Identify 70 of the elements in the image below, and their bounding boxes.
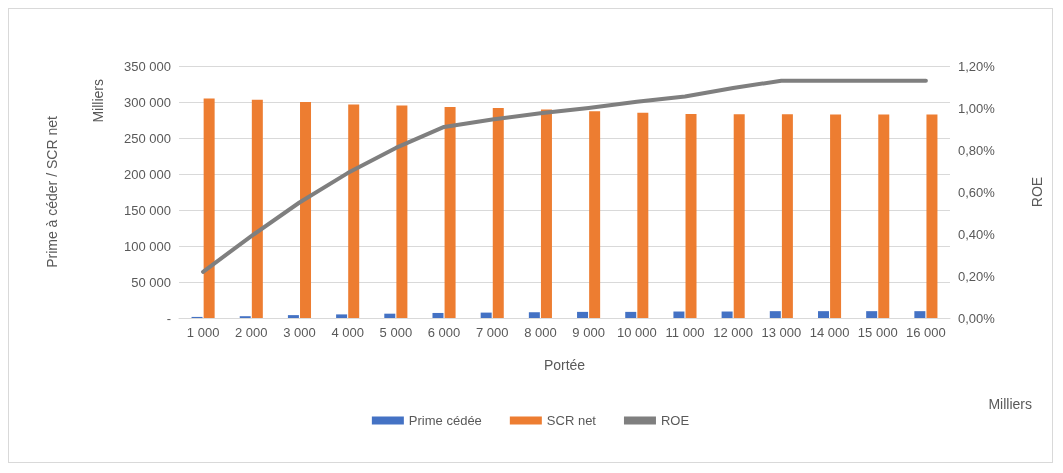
bar <box>878 114 890 318</box>
text: Milliers <box>988 396 1033 412</box>
y-tick-label: 350 000 <box>124 58 171 74</box>
bar <box>300 102 312 318</box>
line-series <box>201 78 928 274</box>
legend-label: ROE <box>660 413 690 428</box>
y2-tick-label: 1,20% <box>958 58 996 74</box>
bar <box>625 311 637 318</box>
x-axis-title: Portée <box>543 357 586 373</box>
x-tick-label: 10 000 <box>616 325 657 340</box>
bar <box>528 312 540 318</box>
y-tick-label: 200 000 <box>124 166 171 182</box>
x-tick-label: 6 000 <box>427 325 461 340</box>
x-tick-label: 1 000 <box>186 325 220 340</box>
bar <box>914 311 926 318</box>
bar <box>396 105 408 318</box>
x-tick-label: 14 000 <box>809 325 850 340</box>
x-tick-label: 4 000 <box>331 325 364 340</box>
x-tick-label: 7 000 <box>475 325 509 340</box>
legend-label: Prime cédée <box>408 413 482 428</box>
bar <box>203 98 215 318</box>
bar <box>251 99 263 318</box>
bar <box>384 313 396 318</box>
bar <box>637 112 649 318</box>
x-tick-label: 9 000 <box>572 325 605 340</box>
y2-tick-label: 0,20% <box>958 268 996 284</box>
y2-tick-label: 0,40% <box>958 226 996 242</box>
y-tick-label: 100 000 <box>124 238 171 254</box>
x-tick-label: 8 000 <box>524 325 557 340</box>
bar <box>480 312 492 318</box>
x-tick-label: 16 000 <box>906 325 946 340</box>
y-tick-label: 300 000 <box>124 94 171 110</box>
x-tick-label: 3 000 <box>283 325 316 340</box>
x-tick-label: 13 000 <box>761 325 802 340</box>
bar <box>866 311 878 318</box>
bar <box>540 109 552 318</box>
bar <box>287 315 299 318</box>
bar <box>926 114 938 318</box>
bar <box>348 104 360 318</box>
legend-label: SCR net <box>546 413 597 428</box>
y2-tick-label: 0,80% <box>958 142 996 158</box>
x-tick-label: 5 000 <box>379 325 413 340</box>
text: Milliers <box>90 78 106 123</box>
bar <box>721 311 733 318</box>
bar <box>589 111 601 318</box>
bar <box>685 113 697 318</box>
y-axis-title: Prime à céder / SCR net <box>44 116 60 268</box>
bar <box>577 311 589 318</box>
y-tick-label: 150 000 <box>124 202 171 218</box>
y2-tick-label: 0,60% <box>958 184 996 200</box>
y-tick-label: 50 000 <box>131 274 171 290</box>
y-tick-label: 250 000 <box>124 130 171 146</box>
bar <box>432 312 444 318</box>
bar <box>492 108 504 318</box>
x-tick-label: 15 000 <box>857 325 898 340</box>
bar <box>733 114 745 318</box>
y2-tick-label: 1,00% <box>958 100 996 116</box>
y2-tick-label: 0,00% <box>958 310 996 326</box>
bar <box>817 311 829 318</box>
x-tick-label: 2 000 <box>235 325 268 340</box>
x-tick-label: 12 000 <box>713 325 754 340</box>
y-tick-label: - <box>166 310 171 326</box>
bar <box>444 107 456 318</box>
bar <box>673 311 685 318</box>
bar <box>769 311 781 318</box>
bar <box>830 114 842 318</box>
bar <box>781 114 793 318</box>
y2-axis-title: ROE <box>1029 176 1045 208</box>
bar <box>336 314 348 318</box>
x-tick-label: 11 000 <box>665 325 705 340</box>
